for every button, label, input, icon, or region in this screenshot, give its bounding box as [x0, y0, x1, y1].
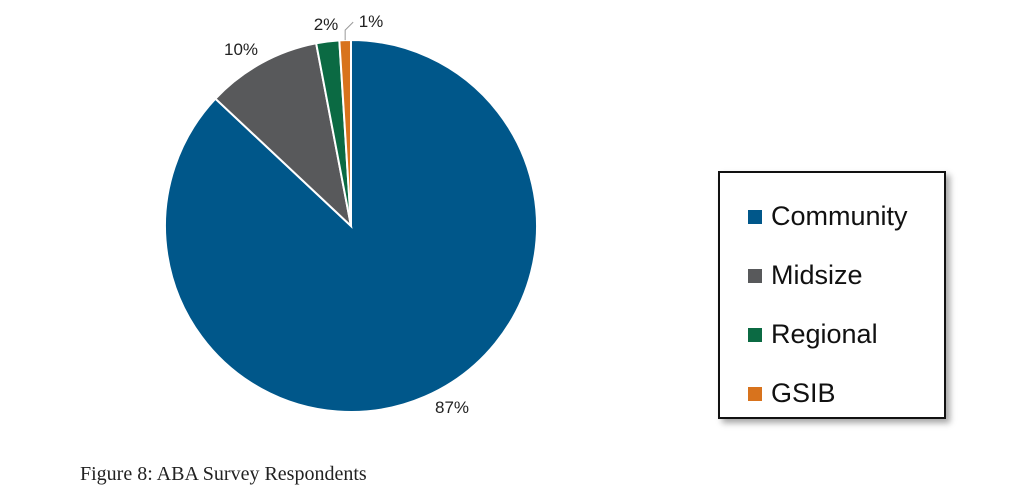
data-label-gsib: 1%	[359, 12, 384, 31]
legend-item-midsize: Midsize	[748, 246, 944, 305]
legend-item-regional: Regional	[748, 305, 944, 364]
legend-label: Regional	[771, 319, 878, 349]
data-label-regional: 2%	[314, 15, 339, 34]
leader-line-gsib	[344, 21, 354, 41]
chart-area: 87% 10% 2% 1%	[164, 12, 538, 417]
legend-swatch-midsize	[748, 268, 762, 283]
legend-swatch-gsib	[748, 386, 762, 401]
pie-chart: 87% 10% 2% 1%	[164, 12, 538, 417]
legend-label: Midsize	[771, 260, 863, 290]
legend-item-gsib: GSIB	[748, 364, 944, 423]
data-label-community: 87%	[435, 398, 469, 417]
legend-label: GSIB	[771, 378, 836, 408]
figure-caption: Figure 8: ABA Survey Respondents	[80, 463, 367, 485]
legend-item-community: Community	[748, 187, 944, 246]
legend-label: Community	[771, 201, 908, 231]
legend-swatch-community	[748, 209, 762, 224]
legend: Community Midsize Regional GSIB	[718, 171, 946, 419]
pie-slice-midsize	[213, 42, 353, 229]
data-label-midsize: 10%	[224, 40, 258, 59]
legend-swatch-regional	[748, 327, 762, 342]
